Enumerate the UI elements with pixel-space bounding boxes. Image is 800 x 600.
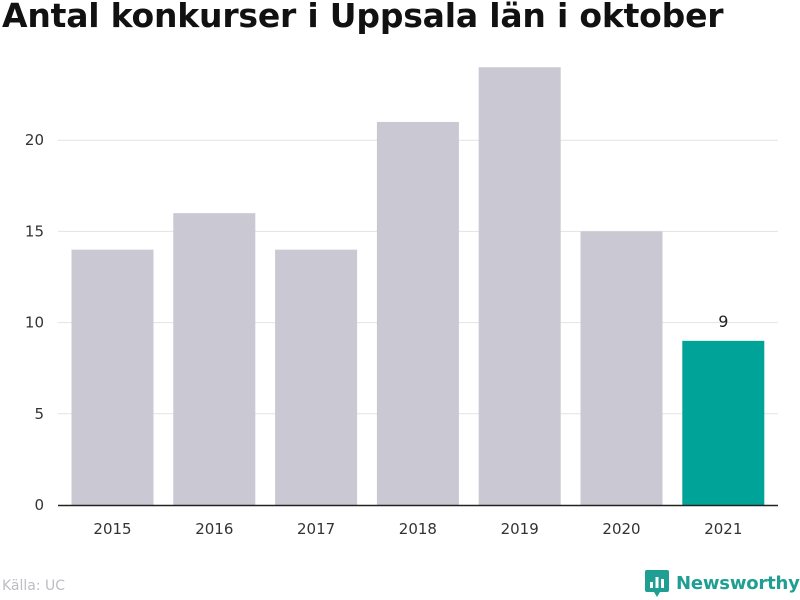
x-tick-label: 2016 — [195, 520, 233, 538]
x-tick-label: 2019 — [501, 520, 539, 538]
bar-2017 — [275, 249, 358, 505]
newsworthy-brand: Newsworthy — [644, 568, 800, 598]
bar-2019 — [478, 67, 561, 506]
brand-name: Newsworthy — [676, 572, 800, 594]
bar-2015 — [71, 249, 154, 505]
y-tick-label: 20 — [25, 131, 44, 149]
x-tick-label: 2017 — [297, 520, 335, 538]
chart-title: Antal konkurser i Uppsala län i oktober — [2, 0, 724, 35]
bar-2020 — [580, 231, 663, 505]
bar-2018 — [376, 121, 459, 506]
data-labels: 9 — [718, 312, 728, 331]
bars — [71, 67, 765, 506]
y-tick-label: 5 — [34, 405, 44, 423]
bar-2016 — [173, 213, 256, 505]
x-tick-label: 2015 — [93, 520, 131, 538]
x-axis-ticks: 2015 2016 2017 2018 2019 2020 2021 — [93, 520, 742, 538]
x-tick-label: 2020 — [602, 520, 640, 538]
newsworthy-logo-icon — [645, 570, 669, 597]
x-tick-label: 2018 — [399, 520, 437, 538]
y-axis-ticks: 0 5 10 15 20 — [25, 131, 44, 514]
data-label: 9 — [718, 312, 728, 331]
bar-2021 — [682, 340, 765, 505]
source-note: Källa: UC — [2, 578, 66, 594]
y-tick-label: 15 — [25, 222, 44, 240]
y-tick-label: 10 — [25, 314, 44, 332]
x-tick-label: 2021 — [704, 520, 742, 538]
y-tick-label: 0 — [34, 496, 44, 514]
